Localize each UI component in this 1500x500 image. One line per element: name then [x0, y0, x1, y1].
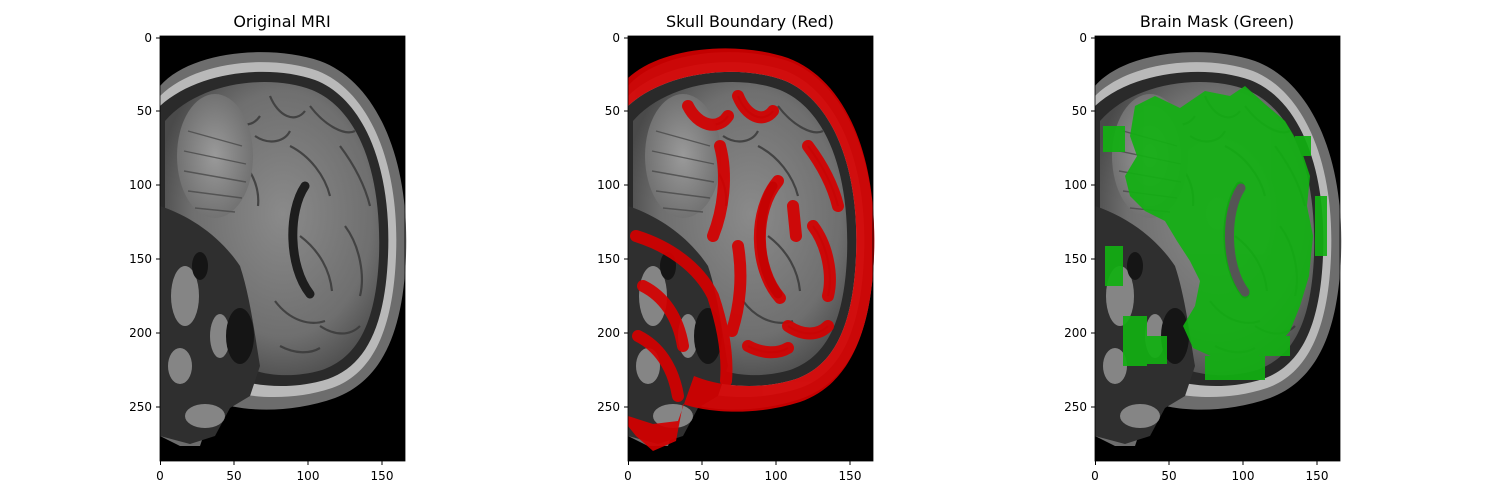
- x-tick-label: 50: [226, 469, 241, 483]
- y-tick-label: 150: [1064, 252, 1087, 266]
- x-tick-label: 150: [839, 469, 862, 483]
- y-axis: 0 50 100 150 200 250: [597, 31, 628, 414]
- y-tick-label: 0: [144, 31, 152, 45]
- y-tick-label: 200: [1064, 326, 1087, 340]
- panel-title: Skull Boundary (Red): [666, 12, 834, 31]
- y-tick-label: 100: [1064, 178, 1087, 192]
- x-tick-label: 0: [156, 469, 164, 483]
- axes-frame: [1094, 35, 1341, 462]
- mri-image-green-overlay: [1095, 36, 1341, 461]
- panel-original: Original MRI 0 50 100 150 0 50 100 150: [129, 12, 406, 483]
- panel-title: Original MRI: [233, 12, 330, 31]
- x-axis: 0 50 100 150: [156, 461, 393, 483]
- x-tick-label: 100: [297, 469, 320, 483]
- y-tick-label: 50: [1072, 104, 1087, 118]
- y-tick-label: 250: [129, 400, 152, 414]
- axes-frame: [159, 35, 406, 462]
- y-axis: 0 50 100 150 200 250: [129, 31, 160, 414]
- x-tick-label: 150: [1306, 469, 1329, 483]
- axes-frame: [627, 35, 874, 462]
- y-tick-label: 250: [1064, 400, 1087, 414]
- mri-image: [160, 36, 406, 461]
- x-tick-label: 150: [371, 469, 394, 483]
- x-tick-label: 0: [1091, 469, 1099, 483]
- x-tick-label: 50: [1161, 469, 1176, 483]
- x-axis: 0 50 100 150: [1091, 461, 1328, 483]
- y-tick-label: 200: [597, 326, 620, 340]
- panel-brain-mask: Brain Mask (Green) 0 50 100 150 0 50: [1064, 12, 1341, 483]
- x-tick-label: 100: [1232, 469, 1255, 483]
- y-tick-label: 100: [129, 178, 152, 192]
- x-tick-label: 100: [765, 469, 788, 483]
- y-tick-label: 50: [137, 104, 152, 118]
- x-axis: 0 50 100 150: [624, 461, 861, 483]
- panel-title: Brain Mask (Green): [1140, 12, 1294, 31]
- mri-image-red-overlay: [628, 36, 874, 461]
- y-tick-label: 250: [597, 400, 620, 414]
- y-tick-label: 50: [605, 104, 620, 118]
- y-tick-label: 100: [597, 178, 620, 192]
- y-tick-label: 150: [129, 252, 152, 266]
- x-tick-label: 0: [624, 469, 632, 483]
- y-tick-label: 0: [1079, 31, 1087, 45]
- y-tick-label: 150: [597, 252, 620, 266]
- y-tick-label: 200: [129, 326, 152, 340]
- x-tick-label: 50: [694, 469, 709, 483]
- panel-skull-boundary: Skull Boundary (Red) 0 50 100 150 0 50 1…: [597, 12, 874, 483]
- y-axis: 0 50 100 150 200 250: [1064, 31, 1095, 414]
- y-tick-label: 0: [612, 31, 620, 45]
